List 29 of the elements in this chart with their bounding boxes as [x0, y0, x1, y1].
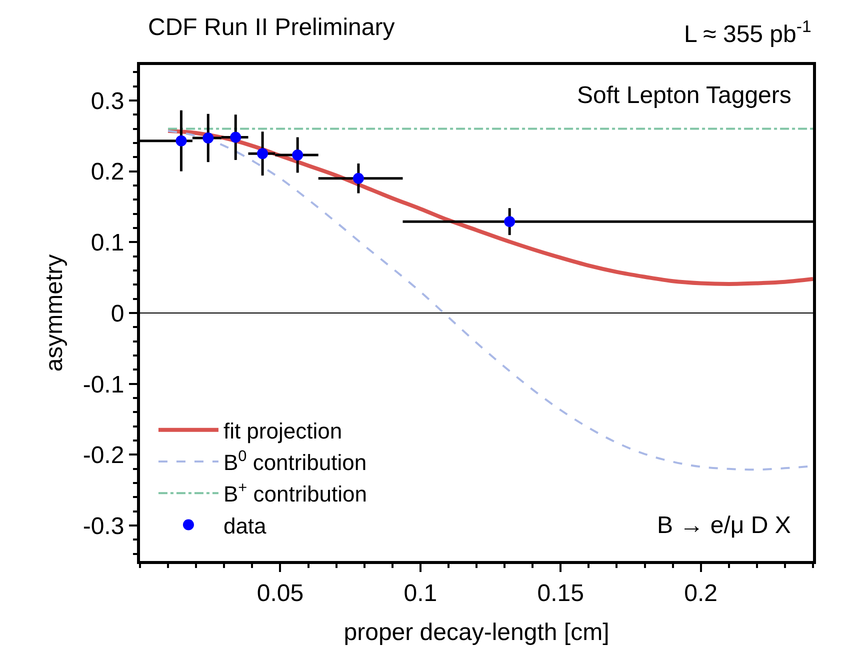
point — [202, 132, 214, 144]
legend-label: data — [223, 513, 268, 538]
annotation: B → e/μ D X — [657, 512, 791, 539]
x-tick-label: 0.1 — [404, 580, 438, 607]
x-axis-title: proper decay-length [cm] — [344, 619, 610, 646]
legend-label: B$^{+}$ contribution — [223, 479, 368, 507]
y-tick-label: -0.2 — [82, 442, 124, 470]
text: L ≈ 355 pb$^{-1}$ — [684, 17, 812, 48]
point — [292, 149, 304, 160]
point — [176, 135, 187, 146]
y-tick-label: -0.1 — [82, 371, 124, 398]
legend-label: fit projection — [223, 418, 342, 444]
y-tick-label: 0.3 — [90, 88, 124, 115]
annotation: Soft Lepton Taggers — [577, 82, 792, 109]
point — [504, 216, 516, 228]
y-tick-label: 0 — [110, 300, 124, 328]
y-tick-label: -0.3 — [82, 512, 124, 540]
x-tick-label: 0.05 — [256, 580, 304, 607]
y-tick-label: 0.2 — [90, 158, 124, 186]
y-tick-label: 0.1 — [90, 230, 124, 257]
legend-label: B$^{0}$ contribution — [223, 448, 367, 476]
y-axis-title: asymmetry — [40, 254, 68, 372]
point — [230, 132, 242, 143]
point — [257, 148, 268, 160]
chart-title: CDF Run II Preliminary — [148, 14, 395, 41]
point — [352, 172, 364, 184]
x-tick-label: 0.2 — [684, 580, 718, 607]
x-tick-label: 0.15 — [537, 580, 584, 607]
line-series — [166, 128, 813, 286]
